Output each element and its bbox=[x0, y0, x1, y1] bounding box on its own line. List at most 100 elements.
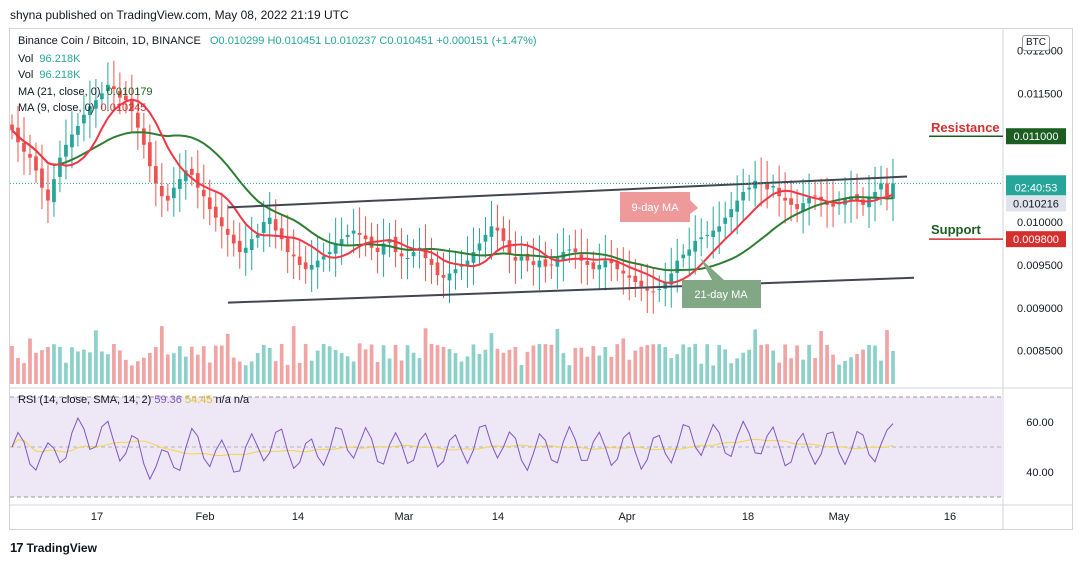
candle-body bbox=[303, 262, 308, 270]
footer-brand[interactable]: TradingView bbox=[26, 540, 97, 555]
volume-bar bbox=[627, 359, 632, 384]
volume-bar bbox=[40, 350, 44, 384]
legend-ma9-row: MA (9, close, 0) 0.010245 bbox=[18, 100, 146, 116]
currency-button[interactable]: BTC bbox=[1022, 35, 1050, 51]
candle-body bbox=[591, 262, 596, 270]
candle-body bbox=[309, 264, 314, 270]
volume-bar bbox=[297, 362, 302, 384]
candle-body bbox=[40, 168, 44, 188]
time-tick-label: Mar bbox=[395, 511, 414, 523]
legend-ohlc: O0.010299 H0.010451 L0.010237 C0.010451 … bbox=[209, 35, 537, 47]
candle-body bbox=[783, 197, 787, 201]
volume-bar bbox=[837, 364, 841, 384]
candle-body bbox=[645, 288, 650, 291]
candle-body bbox=[291, 254, 296, 257]
candle-body bbox=[22, 142, 26, 152]
volume-bar bbox=[645, 345, 650, 384]
volume-bar bbox=[225, 333, 230, 384]
candle-body bbox=[130, 98, 134, 111]
candle-body bbox=[279, 228, 284, 240]
volume-bar bbox=[16, 357, 20, 384]
volume-bar bbox=[879, 360, 883, 384]
volume-bar bbox=[477, 353, 482, 384]
candle-body bbox=[705, 234, 710, 236]
legend-ma9-label: MA (9, close, 0) bbox=[18, 102, 95, 114]
candle-body bbox=[399, 253, 404, 257]
legend-ma9-value: 0.010245 bbox=[100, 102, 147, 114]
candle-body bbox=[891, 183, 895, 199]
volume-bar bbox=[765, 344, 770, 384]
time-tick-label: May bbox=[829, 511, 850, 523]
candle-body bbox=[693, 240, 698, 252]
legend-ma21-row: MA (21, close, 0) 0.010179 bbox=[18, 84, 153, 100]
price-axis-badge-label: 0.010216 bbox=[1013, 198, 1059, 210]
ma9-line bbox=[11, 98, 894, 285]
candle-body bbox=[82, 114, 86, 124]
volume-bar bbox=[387, 358, 392, 384]
volume-bar bbox=[543, 344, 548, 384]
volume-bar bbox=[213, 345, 218, 384]
volume-bar bbox=[705, 344, 710, 384]
volume-bar bbox=[46, 346, 50, 384]
volume-bar bbox=[603, 346, 608, 384]
volume-bar bbox=[189, 346, 194, 384]
candle-body bbox=[495, 227, 500, 231]
candle-body bbox=[765, 182, 770, 190]
candle-body bbox=[249, 239, 254, 251]
volume-bar bbox=[411, 352, 416, 384]
candle-body bbox=[171, 187, 176, 199]
volume-bar bbox=[369, 344, 374, 384]
candle-body bbox=[201, 189, 206, 197]
volume-bar bbox=[285, 364, 290, 384]
volume-bar bbox=[165, 354, 170, 384]
price-tick-label: 0.011500 bbox=[1017, 88, 1062, 100]
candle-body bbox=[10, 124, 14, 131]
candle-body bbox=[465, 260, 470, 266]
volume-bar bbox=[423, 328, 428, 384]
candle-body bbox=[879, 183, 883, 190]
candle-body bbox=[106, 84, 110, 92]
candle-body bbox=[489, 226, 494, 237]
candle-body bbox=[393, 236, 398, 253]
candle-body bbox=[807, 197, 811, 204]
legend-symbol[interactable]: Binance Coin / Bitcoin, 1D, BINANCE bbox=[18, 35, 201, 47]
support-label: Support bbox=[931, 222, 981, 237]
volume-bar bbox=[555, 328, 560, 384]
volume-bar bbox=[171, 353, 176, 384]
volume-bar bbox=[88, 352, 92, 384]
volume-bar bbox=[195, 354, 200, 384]
volume-bar bbox=[70, 347, 74, 384]
candle-body bbox=[873, 191, 877, 199]
volume-bar bbox=[621, 338, 626, 384]
candle-body bbox=[825, 203, 829, 205]
volume-bar bbox=[633, 350, 638, 384]
volume-bar bbox=[639, 346, 644, 384]
candle-body bbox=[519, 256, 524, 261]
candle-body bbox=[118, 90, 122, 98]
volume-bar bbox=[531, 345, 536, 384]
candle-body bbox=[423, 249, 428, 259]
volume-bar bbox=[351, 361, 356, 384]
candle-body bbox=[603, 260, 608, 268]
candle-body bbox=[297, 256, 302, 265]
candle-body bbox=[219, 217, 224, 227]
candle-body bbox=[28, 154, 32, 158]
candle-body bbox=[663, 282, 668, 289]
legend-vol-label: Vol bbox=[18, 69, 34, 81]
volume-bar bbox=[327, 346, 332, 384]
volume-bar bbox=[267, 347, 272, 384]
volume-bar bbox=[489, 333, 494, 384]
volume-bar bbox=[201, 346, 206, 384]
volume-bar bbox=[405, 345, 410, 384]
resistance-label: Resistance bbox=[931, 120, 1000, 135]
volume-bar bbox=[657, 344, 662, 384]
candle-body bbox=[435, 262, 440, 276]
candle-body bbox=[567, 249, 572, 251]
candle-body bbox=[52, 179, 56, 203]
candle-body bbox=[813, 195, 817, 197]
candle-body bbox=[159, 185, 164, 197]
volume-bar bbox=[130, 365, 134, 384]
volume-bar bbox=[525, 351, 530, 384]
price-tick-label: 0.009000 bbox=[1017, 303, 1063, 315]
